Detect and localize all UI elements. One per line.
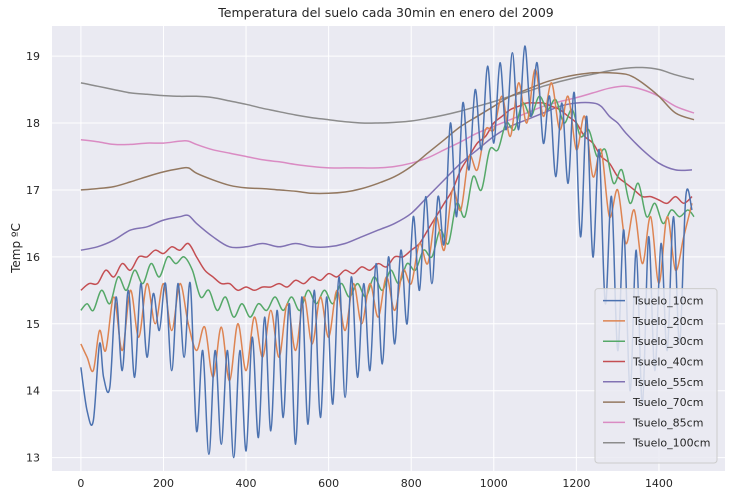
- y-tick-label: 19: [26, 50, 40, 63]
- legend-label: Tsuelo_20cm: [632, 315, 703, 328]
- y-axis-title: Temp ºC: [9, 223, 23, 274]
- x-tick-label: 200: [153, 477, 174, 490]
- x-tick-label: 1200: [562, 477, 590, 490]
- y-tick-label: 17: [26, 184, 40, 197]
- legend-label: Tsuelo_30cm: [632, 335, 703, 348]
- x-tick-label: 0: [77, 477, 84, 490]
- x-tick-label: 600: [318, 477, 339, 490]
- x-tick-label: 1400: [645, 477, 673, 490]
- legend-label: Tsuelo_10cm: [632, 295, 703, 308]
- series-line-tsuelo-40cm: [80, 101, 693, 292]
- legend-label: Tsuelo_85cm: [632, 416, 703, 429]
- x-tick-label: 800: [401, 477, 422, 490]
- y-tick-label: 18: [26, 117, 40, 130]
- legend-box: [594, 288, 718, 464]
- legend-label: Tsuelo_100cm: [632, 437, 710, 450]
- y-tick-label: 15: [26, 318, 40, 331]
- series-line-tsuelo-70cm: [80, 71, 695, 195]
- legend-label: Tsuelo_40cm: [632, 356, 703, 369]
- legend: Tsuelo_10cm Tsuelo_20cm Tsuelo_30cm Tsuelo_…: [594, 288, 718, 464]
- series-lines: [80, 45, 695, 459]
- series-line-tsuelo-85cm: [80, 85, 695, 169]
- legend-label: Tsuelo_70cm: [632, 396, 703, 409]
- x-tick-label: 1000: [480, 477, 508, 490]
- legend-label: Tsuelo_55cm: [632, 376, 703, 389]
- tick-labels: 0 200 400 600 800 1000 1200 1400 13 14 15 16 17 18 19: [26, 50, 673, 490]
- series-line-tsuelo-55cm: [80, 101, 693, 251]
- series-line-tsuelo-100cm: [80, 66, 695, 124]
- x-tick-label: 400: [236, 477, 257, 490]
- series-line-tsuelo-10cm: [80, 45, 693, 459]
- y-tick-label: 16: [26, 251, 40, 264]
- y-tick-label: 13: [26, 452, 40, 465]
- y-tick-label: 14: [26, 385, 40, 398]
- chart-title: Temperatura del suelo cada 30min en ener…: [217, 5, 554, 20]
